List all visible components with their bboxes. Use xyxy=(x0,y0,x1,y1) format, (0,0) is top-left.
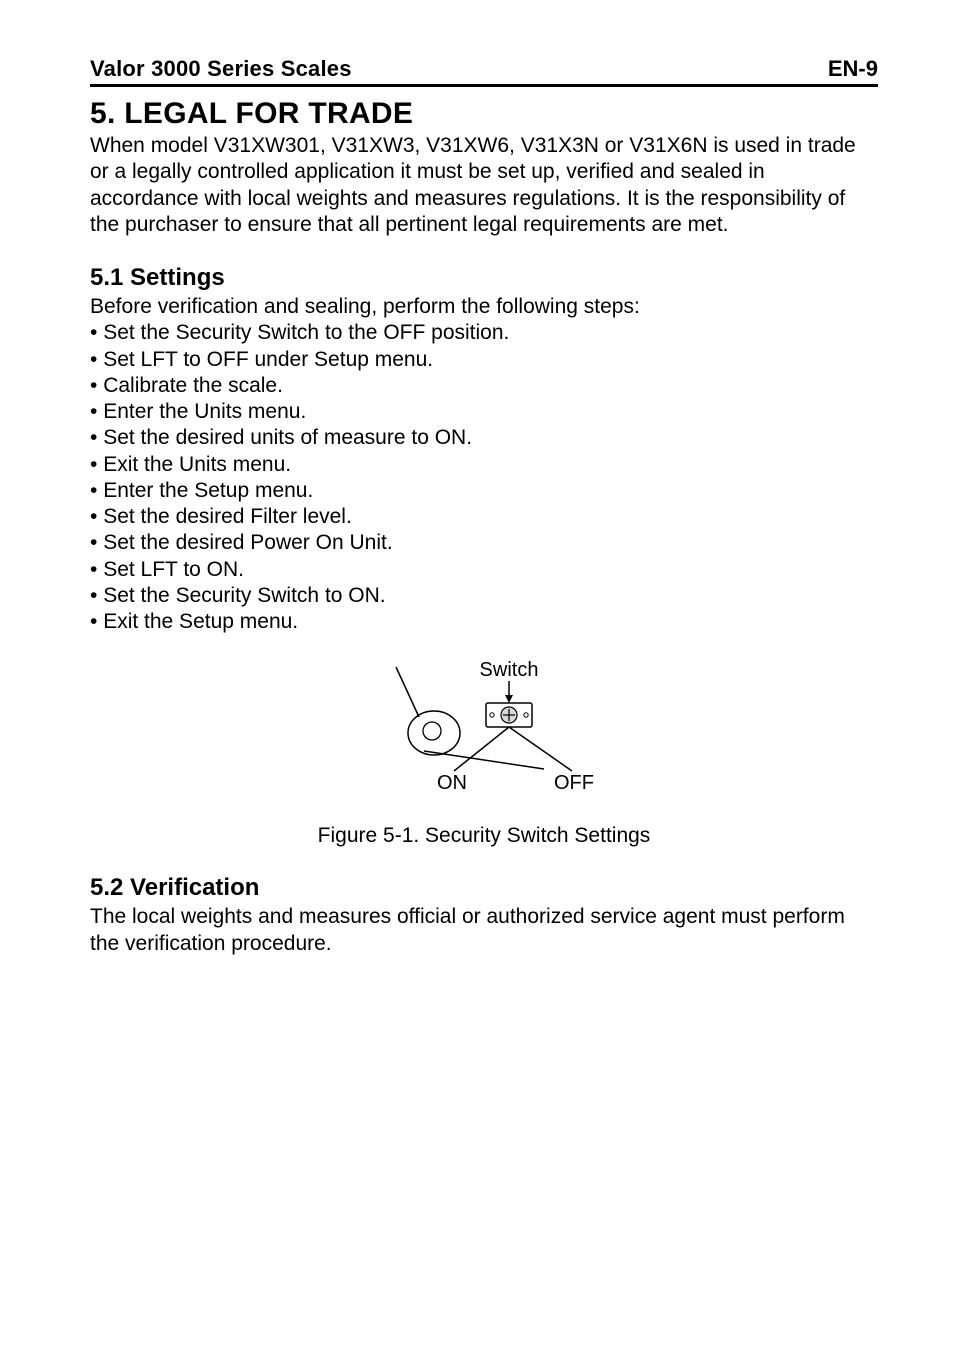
bullet-item: • Enter the Setup menu. xyxy=(90,478,878,504)
bullet-item: • Set the Security Switch to the OFF pos… xyxy=(90,320,878,346)
bullet-text: Enter the Setup menu. xyxy=(103,479,313,502)
board-hole-icon xyxy=(423,722,441,740)
bullet-text: Set LFT to ON. xyxy=(103,558,244,581)
bullet-text: Exit the Units menu. xyxy=(103,453,291,476)
bullet-text: Enter the Units menu. xyxy=(103,400,306,423)
left-lead-line xyxy=(396,667,419,717)
bullet-text: Calibrate the scale. xyxy=(103,374,283,397)
bullet-item: • Set the desired Filter level. xyxy=(90,504,878,530)
base-line-icon xyxy=(424,751,544,769)
bullet-text: Set the Security Switch to the OFF posit… xyxy=(103,321,509,344)
bullet-text: Set the desired units of measure to ON. xyxy=(103,426,472,449)
bullet-item: • Set the desired units of measure to ON… xyxy=(90,425,878,451)
settings-title: 5.1 Settings xyxy=(90,264,878,292)
switch-label: Switch xyxy=(480,661,539,681)
board-outline-icon xyxy=(408,711,460,755)
header-page-number: EN-9 xyxy=(828,56,878,82)
bullet-item: • Enter the Units menu. xyxy=(90,399,878,425)
section-title: 5. LEGAL FOR TRADE xyxy=(90,97,878,131)
bullet-text: Set the desired Power On Unit. xyxy=(103,531,392,554)
off-label: OFF xyxy=(554,772,594,794)
bullet-text: Set the Security Switch to ON. xyxy=(103,584,385,607)
bullet-item: • Exit the Setup menu. xyxy=(90,609,878,635)
verification-text: The local weights and measures official … xyxy=(90,904,878,957)
bullet-text: Set LFT to OFF under Setup menu. xyxy=(103,348,433,371)
section-intro: When model V31XW301, V31XW3, V31XW6, V31… xyxy=(90,133,878,238)
on-label: ON xyxy=(437,772,467,794)
page-header: Valor 3000 Series Scales EN-9 xyxy=(90,56,878,87)
figure-block: Switch xyxy=(90,661,878,848)
settings-intro: Before verification and sealing, perform… xyxy=(90,294,878,320)
on-pointer-line xyxy=(454,727,509,771)
figure-caption: Figure 5-1. Security Switch Settings xyxy=(90,824,878,848)
header-title: Valor 3000 Series Scales xyxy=(90,56,352,82)
switch-arrow-head xyxy=(505,695,513,703)
bullet-item: • Set the desired Power On Unit. xyxy=(90,530,878,556)
off-pointer-line xyxy=(509,727,572,771)
verification-title: 5.2 Verification xyxy=(90,874,878,902)
page: Valor 3000 Series Scales EN-9 5. LEGAL F… xyxy=(0,0,954,1352)
bullet-item: • Exit the Units menu. xyxy=(90,452,878,478)
bullet-text: Exit the Setup menu. xyxy=(103,610,298,633)
bullet-item: • Set the Security Switch to ON. xyxy=(90,583,878,609)
bullet-text: Set the desired Filter level. xyxy=(103,505,352,528)
bullet-item: • Calibrate the scale. xyxy=(90,373,878,399)
bullet-item: • Set LFT to ON. xyxy=(90,557,878,583)
security-switch-figure: Switch xyxy=(354,661,614,806)
bullet-item: • Set LFT to OFF under Setup menu. xyxy=(90,347,878,373)
